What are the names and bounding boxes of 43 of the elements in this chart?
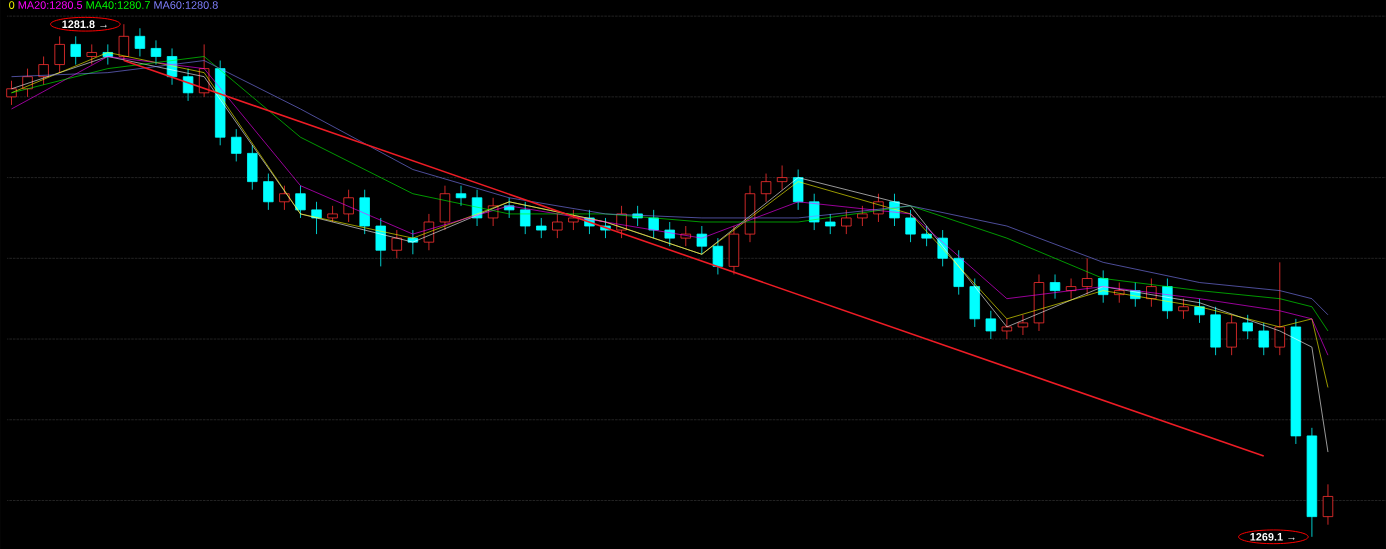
candlestick xyxy=(648,209,659,239)
candlestick xyxy=(760,173,772,203)
candlestick xyxy=(279,185,290,211)
annotation: 1281.8 → xyxy=(62,20,107,29)
candlestick xyxy=(905,209,916,243)
candlestick xyxy=(343,189,354,223)
candlestick xyxy=(857,205,868,227)
candlestick xyxy=(391,229,403,259)
candlestick xyxy=(231,128,242,162)
text: MA60:1280.8 xyxy=(154,1,218,9)
candlestick xyxy=(70,35,81,66)
candlestick xyxy=(1274,261,1286,356)
annotation: 1269.1 → xyxy=(1250,533,1295,541)
candlestick xyxy=(1322,483,1334,526)
candlestick xyxy=(1194,298,1205,324)
candlestick xyxy=(1017,314,1029,336)
candlestick xyxy=(54,35,65,74)
text: 0 xyxy=(9,1,15,9)
candlestick xyxy=(295,185,306,219)
candlestick xyxy=(825,213,836,235)
candlestick xyxy=(134,27,146,57)
candlestick xyxy=(38,56,49,86)
candlestick xyxy=(712,237,724,275)
candlestick xyxy=(1049,274,1061,300)
candlestick xyxy=(118,23,130,61)
candlestick xyxy=(263,173,274,211)
text: MA20:1280.5 xyxy=(18,1,83,9)
candlestick xyxy=(552,213,563,239)
candlestick xyxy=(150,39,162,66)
candlestick xyxy=(1081,257,1093,296)
candlestick xyxy=(1001,318,1013,340)
candlestick xyxy=(696,225,708,255)
text: MA40:1280.7 xyxy=(86,1,150,9)
candlestick xyxy=(1242,314,1253,340)
candlestick xyxy=(1258,322,1269,356)
candlestick xyxy=(455,185,467,207)
candlestick xyxy=(182,68,194,102)
candlestick xyxy=(536,217,547,239)
candlestick xyxy=(985,310,997,340)
candlestick xyxy=(520,201,531,235)
candlestick xyxy=(776,165,788,191)
candlestick xyxy=(86,44,97,66)
candlestick xyxy=(841,209,852,235)
